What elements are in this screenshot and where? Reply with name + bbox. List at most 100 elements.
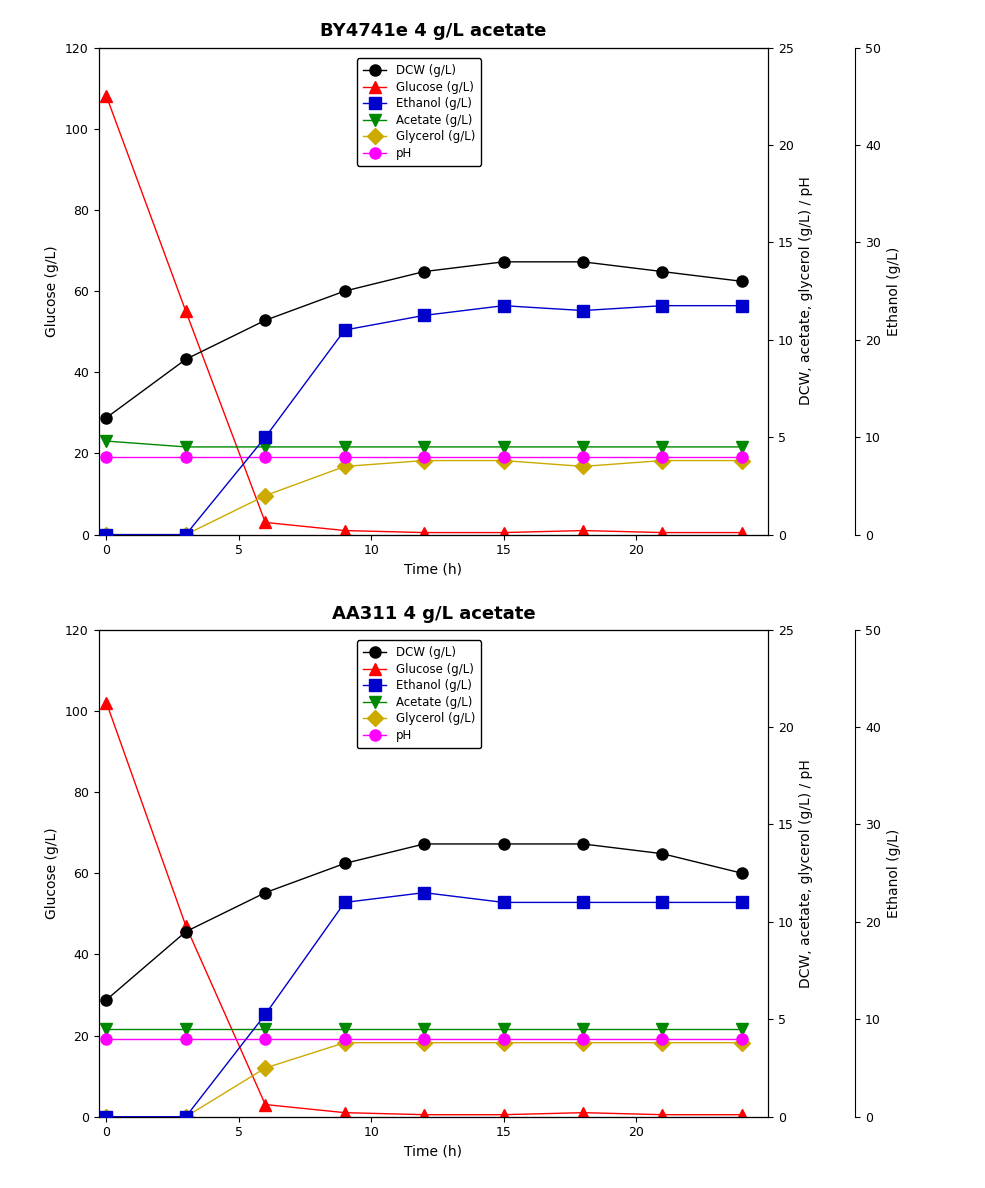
pH bbox=[100, 449, 112, 463]
Y-axis label: Glucose (g/L): Glucose (g/L) bbox=[45, 245, 59, 337]
Ethanol (g/L) bbox=[100, 527, 112, 542]
DCW (g/L) bbox=[497, 254, 509, 268]
Glucose (g/L) bbox=[339, 524, 351, 538]
DCW (g/L) bbox=[100, 411, 112, 425]
DCW (g/L) bbox=[656, 847, 668, 861]
pH bbox=[259, 1031, 271, 1045]
pH bbox=[339, 449, 351, 463]
Y-axis label: DCW, acetate, glycerol (g/L) / pH: DCW, acetate, glycerol (g/L) / pH bbox=[800, 759, 814, 987]
Glycerol (g/L) bbox=[339, 1036, 351, 1050]
Glycerol (g/L) bbox=[497, 1036, 509, 1050]
Glucose (g/L) bbox=[180, 918, 192, 933]
Line: Glucose (g/L): Glucose (g/L) bbox=[100, 90, 748, 538]
pH bbox=[577, 449, 589, 463]
Acetate (g/L) bbox=[180, 440, 192, 454]
Acetate (g/L) bbox=[259, 1022, 271, 1036]
Ethanol (g/L) bbox=[497, 896, 509, 910]
Glucose (g/L) bbox=[736, 525, 748, 539]
Glycerol (g/L) bbox=[419, 1036, 430, 1050]
Glycerol (g/L) bbox=[419, 454, 430, 468]
Legend: DCW (g/L), Glucose (g/L), Ethanol (g/L), Acetate (g/L), Glycerol (g/L), pH: DCW (g/L), Glucose (g/L), Ethanol (g/L),… bbox=[357, 640, 481, 748]
Ethanol (g/L) bbox=[180, 1110, 192, 1124]
Legend: DCW (g/L), Glucose (g/L), Ethanol (g/L), Acetate (g/L), Glycerol (g/L), pH: DCW (g/L), Glucose (g/L), Ethanol (g/L),… bbox=[357, 58, 481, 166]
Y-axis label: DCW, acetate, glycerol (g/L) / pH: DCW, acetate, glycerol (g/L) / pH bbox=[800, 177, 814, 405]
Ethanol (g/L) bbox=[497, 298, 509, 312]
DCW (g/L) bbox=[497, 836, 509, 851]
Line: Ethanol (g/L): Ethanol (g/L) bbox=[100, 301, 748, 541]
Ethanol (g/L) bbox=[339, 896, 351, 910]
DCW (g/L) bbox=[259, 885, 271, 899]
Line: DCW (g/L): DCW (g/L) bbox=[100, 257, 748, 423]
Glucose (g/L) bbox=[100, 89, 112, 103]
Ethanol (g/L) bbox=[100, 1110, 112, 1124]
Glycerol (g/L) bbox=[100, 1110, 112, 1124]
Line: pH: pH bbox=[100, 451, 748, 462]
Glycerol (g/L) bbox=[656, 454, 668, 468]
pH bbox=[736, 1031, 748, 1045]
Ethanol (g/L) bbox=[577, 896, 589, 910]
DCW (g/L) bbox=[419, 836, 430, 851]
Glucose (g/L) bbox=[180, 304, 192, 318]
DCW (g/L) bbox=[656, 265, 668, 279]
DCW (g/L) bbox=[736, 866, 748, 880]
Glucose (g/L) bbox=[656, 1107, 668, 1121]
Ethanol (g/L) bbox=[656, 298, 668, 312]
Y-axis label: Ethanol (g/L): Ethanol (g/L) bbox=[886, 828, 900, 918]
Title: AA311 4 g/L acetate: AA311 4 g/L acetate bbox=[332, 605, 535, 623]
Acetate (g/L) bbox=[736, 1022, 748, 1036]
X-axis label: Time (h): Time (h) bbox=[405, 563, 462, 577]
pH bbox=[419, 449, 430, 463]
Y-axis label: Ethanol (g/L): Ethanol (g/L) bbox=[886, 246, 900, 336]
Ethanol (g/L) bbox=[339, 323, 351, 337]
Title: BY4741e 4 g/L acetate: BY4741e 4 g/L acetate bbox=[320, 23, 547, 40]
Ethanol (g/L) bbox=[419, 309, 430, 323]
Ethanol (g/L) bbox=[656, 896, 668, 910]
Acetate (g/L) bbox=[100, 1022, 112, 1036]
Glucose (g/L) bbox=[736, 1107, 748, 1121]
Acetate (g/L) bbox=[497, 440, 509, 454]
Line: Acetate (g/L): Acetate (g/L) bbox=[100, 436, 748, 453]
pH bbox=[259, 449, 271, 463]
DCW (g/L) bbox=[180, 924, 192, 939]
Glucose (g/L) bbox=[577, 1106, 589, 1120]
Glycerol (g/L) bbox=[180, 1110, 192, 1124]
DCW (g/L) bbox=[419, 265, 430, 279]
X-axis label: Time (h): Time (h) bbox=[405, 1145, 462, 1159]
Acetate (g/L) bbox=[577, 1022, 589, 1036]
Ethanol (g/L) bbox=[577, 303, 589, 317]
Glycerol (g/L) bbox=[736, 1036, 748, 1050]
Glycerol (g/L) bbox=[180, 527, 192, 542]
Acetate (g/L) bbox=[656, 1022, 668, 1036]
pH bbox=[656, 449, 668, 463]
Glucose (g/L) bbox=[656, 525, 668, 539]
Acetate (g/L) bbox=[339, 1022, 351, 1036]
pH bbox=[180, 1031, 192, 1045]
Glycerol (g/L) bbox=[100, 527, 112, 542]
Glucose (g/L) bbox=[497, 525, 509, 539]
Line: pH: pH bbox=[100, 1034, 748, 1044]
DCW (g/L) bbox=[100, 993, 112, 1007]
Glycerol (g/L) bbox=[339, 460, 351, 474]
Glucose (g/L) bbox=[339, 1106, 351, 1120]
Ethanol (g/L) bbox=[736, 298, 748, 312]
Glycerol (g/L) bbox=[259, 488, 271, 503]
Line: Glucose (g/L): Glucose (g/L) bbox=[100, 697, 748, 1120]
Glycerol (g/L) bbox=[577, 460, 589, 474]
pH bbox=[180, 449, 192, 463]
pH bbox=[419, 1031, 430, 1045]
Glucose (g/L) bbox=[259, 1098, 271, 1112]
Acetate (g/L) bbox=[339, 440, 351, 454]
Glycerol (g/L) bbox=[577, 1036, 589, 1050]
Glucose (g/L) bbox=[259, 516, 271, 530]
Glycerol (g/L) bbox=[656, 1036, 668, 1050]
Ethanol (g/L) bbox=[419, 885, 430, 899]
DCW (g/L) bbox=[180, 352, 192, 366]
pH bbox=[577, 1031, 589, 1045]
Acetate (g/L) bbox=[736, 440, 748, 454]
Glucose (g/L) bbox=[419, 525, 430, 539]
DCW (g/L) bbox=[736, 274, 748, 289]
Line: Glycerol (g/L): Glycerol (g/L) bbox=[100, 455, 748, 541]
Glucose (g/L) bbox=[577, 524, 589, 538]
Y-axis label: Glucose (g/L): Glucose (g/L) bbox=[45, 827, 59, 920]
DCW (g/L) bbox=[577, 836, 589, 851]
